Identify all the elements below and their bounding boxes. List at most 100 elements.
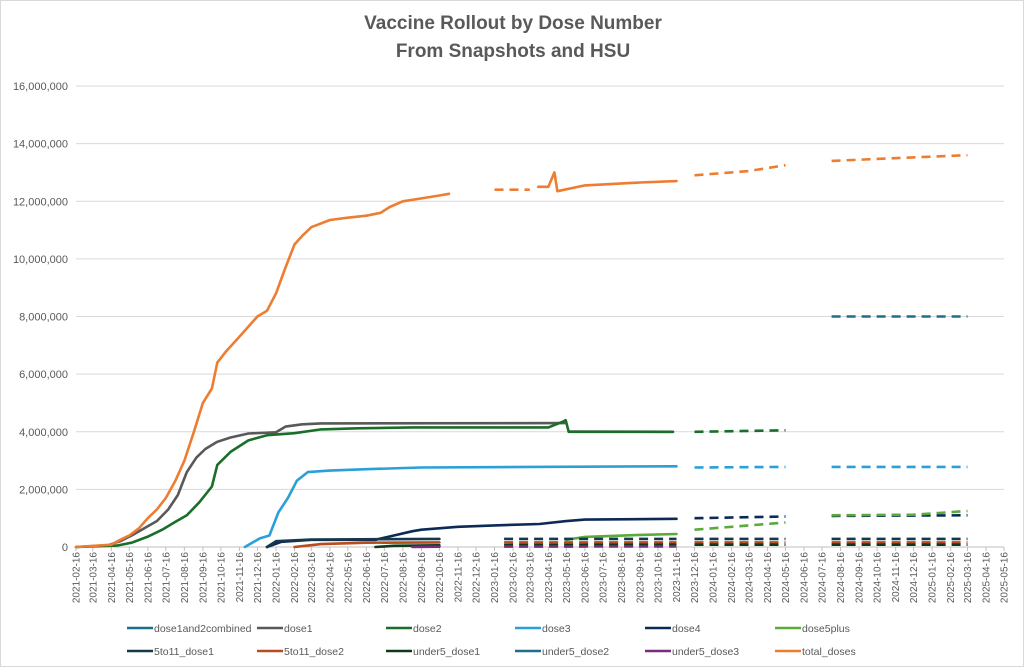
x-tick-label: 2021-12-16 <box>253 552 264 604</box>
legend-label: total_doses <box>802 646 856 658</box>
x-tick-label: 2024-07-16 <box>817 552 828 604</box>
x-tick-label: 2023-07-16 <box>598 552 609 604</box>
x-tick-label: 2022-08-16 <box>398 552 409 604</box>
series-dose5plus <box>566 511 967 540</box>
x-tick-label: 2022-01-16 <box>271 552 282 604</box>
x-tick-label: 2023-06-16 <box>580 552 591 604</box>
legend-label: 5to11_dose2 <box>284 646 344 658</box>
x-tick-label: 2024-01-16 <box>709 552 720 604</box>
x-tick-label: 2021-09-16 <box>198 552 209 604</box>
x-tick-label: 2024-11-16 <box>891 552 902 603</box>
x-tick-label: 2023-03-16 <box>525 552 536 604</box>
legend-item-under5_dose1: under5_dose1 <box>386 646 480 658</box>
x-tick-label: 2023-04-16 <box>544 552 555 604</box>
x-tick-label: 2025-05-16 <box>1000 552 1011 604</box>
x-tick-label: 2021-03-16 <box>88 552 99 604</box>
x-tick-label: 2023-12-16 <box>690 552 701 604</box>
legend-label: dose2 <box>413 623 442 635</box>
x-tick-label: 2025-01-16 <box>928 552 939 604</box>
x-tick-label: 2024-06-16 <box>800 552 811 604</box>
series-line-dose1 <box>76 423 566 547</box>
x-tick-label: 2024-12-16 <box>909 552 920 604</box>
legend-item-under5_dose3: under5_dose3 <box>645 646 739 658</box>
x-tick-label: 2023-11-16 <box>672 552 683 603</box>
legend-label: dose1 <box>284 623 313 635</box>
x-axis: 2021-02-16 2021-03-16 2021-04-16 2021-05-16… <box>72 547 1011 603</box>
series-line-total_doses <box>695 165 786 175</box>
y-tick-label: 2,000,000 <box>19 484 68 496</box>
x-tick-label: 2022-06-16 <box>362 552 373 604</box>
x-tick-label: 2022-10-16 <box>435 552 446 604</box>
x-tick-label: 2023-10-16 <box>653 552 664 604</box>
legend-label: dose5plus <box>802 623 850 635</box>
x-tick-label: 2022-11-16 <box>453 552 464 603</box>
series-lines <box>76 155 968 547</box>
x-tick-label: 2021-07-16 <box>161 552 172 604</box>
x-tick-label: 2023-09-16 <box>635 552 646 604</box>
x-tick-label: 2023-05-16 <box>562 552 573 604</box>
legend-item-dose3: dose3 <box>515 623 571 635</box>
x-tick-label: 2021-05-16 <box>125 552 136 604</box>
y-tick-label: 8,000,000 <box>19 312 68 324</box>
x-tick-label: 2021-08-16 <box>180 552 191 604</box>
x-tick-label: 2025-02-16 <box>946 552 957 604</box>
y-tick-label: 4,000,000 <box>19 427 68 439</box>
legend: dose1and2combined dose1 dose2 dose3 dose4 dos… <box>127 623 856 658</box>
x-tick-label: 2022-05-16 <box>343 552 354 604</box>
x-tick-label: 2021-02-16 <box>72 552 83 604</box>
x-tick-label: 2021-11-16 <box>235 552 246 603</box>
x-tick-label: 2025-03-16 <box>963 552 974 604</box>
series-line-total_doses <box>76 194 449 547</box>
x-tick-label: 2022-07-16 <box>380 552 391 604</box>
series-line-dose5plus <box>832 511 968 515</box>
x-tick-label: 2022-04-16 <box>325 552 336 604</box>
x-tick-label: 2022-03-16 <box>307 552 318 604</box>
x-tick-label: 2025-04-16 <box>982 552 993 604</box>
x-tick-label: 2021-04-16 <box>107 552 118 604</box>
legend-label: 5to11_dose1 <box>154 646 214 658</box>
legend-label: dose4 <box>672 623 701 635</box>
x-tick-label: 2023-01-16 <box>490 552 501 604</box>
x-tick-label: 2024-03-16 <box>744 552 755 604</box>
legend-item-dose5plus: dose5plus <box>775 623 850 635</box>
y-tick-label: 16,000,000 <box>13 81 68 93</box>
legend-label: dose1and2combined <box>154 623 252 635</box>
x-tick-label: 2024-05-16 <box>781 552 792 604</box>
series-line-dose2 <box>76 420 673 547</box>
legend-item-5to11_dose2: 5to11_dose2 <box>257 646 344 658</box>
x-tick-label: 2022-09-16 <box>417 552 428 604</box>
x-tick-label: 2022-12-16 <box>471 552 482 604</box>
x-tick-label: 2024-04-16 <box>763 552 774 604</box>
legend-item-dose4: dose4 <box>645 623 701 635</box>
y-tick-label: 0 <box>62 542 68 554</box>
series-line-dose4 <box>695 517 786 519</box>
legend-label: dose3 <box>542 623 571 635</box>
legend-item-dose1and2combined: dose1and2combined <box>127 623 252 635</box>
y-tick-label: 6,000,000 <box>19 369 68 381</box>
x-tick-label: 2023-02-16 <box>509 552 520 604</box>
x-tick-label: 2022-02-16 <box>290 552 301 604</box>
y-tick-label: 14,000,000 <box>13 139 68 151</box>
legend-item-dose2: dose2 <box>386 623 442 635</box>
y-tick-label: 12,000,000 <box>13 196 68 208</box>
x-tick-label: 2021-06-16 <box>143 552 154 604</box>
x-tick-label: 2024-08-16 <box>836 552 847 604</box>
x-tick-label: 2021-10-16 <box>216 552 227 604</box>
series-line-total_doses <box>538 172 676 191</box>
series-line-total_doses <box>832 155 968 161</box>
x-tick-label: 2024-09-16 <box>855 552 866 604</box>
legend-item-dose1: dose1 <box>257 623 313 635</box>
legend-label: under5_dose1 <box>413 646 480 658</box>
y-tick-label: 10,000,000 <box>13 254 68 266</box>
x-tick-label: 2024-02-16 <box>727 552 738 604</box>
legend-item-5to11_dose1: 5to11_dose1 <box>127 646 214 658</box>
x-tick-label: 2023-08-16 <box>617 552 628 604</box>
legend-item-total_doses: total_doses <box>775 646 856 658</box>
x-tick-label: 2024-10-16 <box>873 552 884 604</box>
y-axis: 0 2,000,000 4,000,000 6,000,000 8,000,000 10,… <box>13 81 68 554</box>
series-line-dose5plus <box>695 523 786 530</box>
series-line-dose3 <box>695 467 786 468</box>
legend-item-under5_dose2: under5_dose2 <box>515 646 609 658</box>
